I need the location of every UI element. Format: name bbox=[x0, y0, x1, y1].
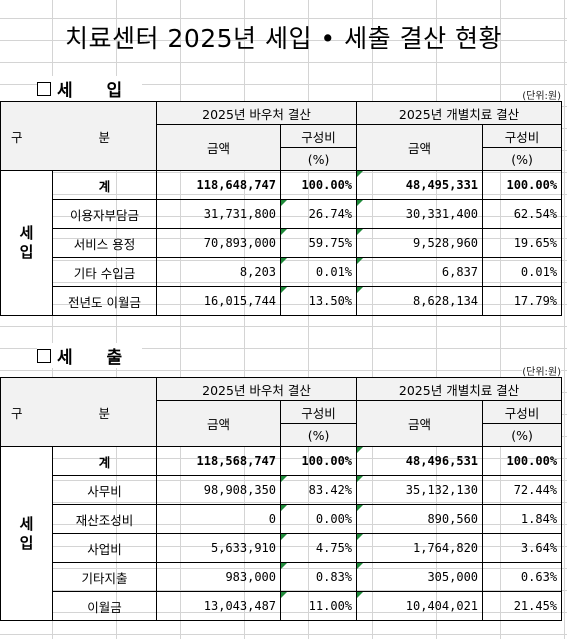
individual-ratio-cell[interactable]: 0.63% bbox=[482, 562, 563, 592]
table-row: 기타지출 983,000 0.83% 305,000 0.63% bbox=[1, 562, 563, 592]
voucher-amount-cell[interactable]: 31,731,800 bbox=[156, 199, 282, 229]
individual-ratio-cell[interactable]: 21.45% bbox=[482, 591, 563, 621]
individual-amount-header[interactable]: 금액 bbox=[356, 400, 484, 447]
voucher-amount-cell[interactable]: 70,893,000 bbox=[156, 228, 282, 258]
voucher-ratio-header[interactable]: 구성비 bbox=[280, 400, 358, 424]
individual-amount-cell[interactable]: 10,404,021 bbox=[356, 591, 484, 621]
table-row: 이용자부담금 31,731,800 26.74% 30,331,400 62.54% bbox=[1, 199, 563, 229]
individual-header[interactable]: 2025년 개별치료 결산 bbox=[356, 101, 563, 125]
total-row: 세 입 계 118,648,747 100.00% 48,495,331 100.00% bbox=[0, 170, 563, 316]
table-row: 기타 수입금 8,203 0.01% 6,837 0.01% bbox=[1, 257, 563, 287]
expense-section-heading: 세 출 bbox=[37, 343, 143, 368]
total-row: 세 입 계 118,568,747 100.00% 48,496,531 100.00% bbox=[0, 446, 563, 621]
row-label[interactable]: 계 bbox=[51, 170, 158, 200]
voucher-ratio-cell[interactable]: 13.50% bbox=[280, 286, 358, 316]
voucher-percent-header[interactable]: (%) bbox=[280, 147, 358, 171]
individual-amount-cell[interactable]: 305,000 bbox=[356, 562, 484, 592]
individual-amount-cell[interactable]: 9,528,960 bbox=[356, 228, 484, 258]
voucher-amount-cell[interactable]: 16,015,744 bbox=[156, 286, 282, 316]
voucher-amount-header[interactable]: 금액 bbox=[156, 124, 282, 171]
individual-ratio-cell[interactable]: 19.65% bbox=[482, 228, 563, 258]
voucher-ratio-cell[interactable]: 59.75% bbox=[280, 228, 358, 258]
table-row: 서비스 용정 70,893,000 59.75% 9,528,960 19.65% bbox=[1, 228, 563, 258]
side-label[interactable]: 세 입 bbox=[0, 170, 53, 316]
income-section-heading: 세 입 bbox=[37, 76, 143, 101]
row-label[interactable]: 전년도 이월금 bbox=[51, 286, 158, 316]
table-row: 사무비 98,908,350 83.42% 35,132,130 72.44% bbox=[1, 475, 563, 505]
voucher-ratio-cell[interactable]: 11.00% bbox=[280, 591, 358, 621]
voucher-ratio-cell[interactable]: 83.42% bbox=[280, 475, 358, 505]
voucher-amount-cell[interactable]: 5,633,910 bbox=[156, 533, 282, 563]
individual-percent-header[interactable]: (%) bbox=[482, 147, 563, 171]
row-label[interactable]: 재산조성비 bbox=[51, 504, 158, 534]
individual-amount-cell[interactable]: 6,837 bbox=[356, 257, 484, 287]
voucher-percent-header[interactable]: (%) bbox=[280, 423, 358, 447]
voucher-amount-cell[interactable]: 8,203 bbox=[156, 257, 282, 287]
page-title: 치료센터 2025년 세입 • 세출 결산 현황 bbox=[64, 24, 503, 53]
voucher-amount-cell[interactable]: 118,568,747 bbox=[156, 446, 282, 476]
row-label[interactable]: 사업비 bbox=[51, 533, 158, 563]
row-label[interactable]: 계 bbox=[51, 446, 158, 476]
income-table: 구 분 2025년 바우처 결산 2025년 개별치료 결산 금액 구성비 금액… bbox=[0, 101, 563, 316]
individual-amount-cell[interactable]: 8,628,134 bbox=[356, 286, 484, 316]
row-label[interactable]: 사무비 bbox=[51, 475, 158, 505]
individual-amount-cell[interactable]: 30,331,400 bbox=[356, 199, 484, 229]
side-label[interactable]: 세 입 bbox=[0, 446, 53, 621]
voucher-header[interactable]: 2025년 바우처 결산 bbox=[156, 377, 358, 401]
voucher-amount-cell[interactable]: 983,000 bbox=[156, 562, 282, 592]
row-label[interactable]: 기타지출 bbox=[51, 562, 158, 592]
row-label[interactable]: 서비스 용정 bbox=[51, 228, 158, 258]
voucher-amount-cell[interactable]: 13,043,487 bbox=[156, 591, 282, 621]
table-row: 전년도 이월금 16,015,744 13.50% 8,628,134 17.79% bbox=[1, 286, 563, 316]
individual-ratio-cell[interactable]: 100.00% bbox=[482, 170, 563, 200]
individual-ratio-cell[interactable]: 0.01% bbox=[482, 257, 563, 287]
voucher-ratio-cell[interactable]: 100.00% bbox=[280, 446, 358, 476]
individual-ratio-header[interactable]: 구성비 bbox=[482, 400, 563, 424]
individual-ratio-cell[interactable]: 62.54% bbox=[482, 199, 563, 229]
individual-amount-cell[interactable]: 48,496,531 bbox=[356, 446, 484, 476]
voucher-ratio-header[interactable]: 구성비 bbox=[280, 124, 358, 148]
voucher-amount-cell[interactable]: 98,908,350 bbox=[156, 475, 282, 505]
voucher-ratio-cell[interactable]: 26.74% bbox=[280, 199, 358, 229]
individual-amount-header[interactable]: 금액 bbox=[356, 124, 484, 171]
individual-ratio-cell[interactable]: 100.00% bbox=[482, 446, 563, 476]
expense-unit-label: (단위:원) bbox=[522, 363, 561, 378]
row-label[interactable]: 이월금 bbox=[51, 591, 158, 621]
voucher-ratio-cell[interactable]: 0.00% bbox=[280, 504, 358, 534]
category-header: 구 분 bbox=[0, 101, 158, 171]
voucher-ratio-cell[interactable]: 0.01% bbox=[280, 257, 358, 287]
expense-table: 구 분 2025년 바우처 결산 2025년 개별치료 결산 금액 구성비 금액… bbox=[0, 377, 563, 621]
income-unit-label: (단위:원) bbox=[522, 87, 561, 102]
individual-ratio-header[interactable]: 구성비 bbox=[482, 124, 563, 148]
individual-amount-cell[interactable]: 48,495,331 bbox=[356, 170, 484, 200]
row-label[interactable]: 이용자부담금 bbox=[51, 199, 158, 229]
individual-ratio-cell[interactable]: 1.84% bbox=[482, 504, 563, 534]
checkbox-icon bbox=[37, 348, 51, 363]
voucher-amount-cell[interactable]: 118,648,747 bbox=[156, 170, 282, 200]
voucher-ratio-cell[interactable]: 4.75% bbox=[280, 533, 358, 563]
individual-header[interactable]: 2025년 개별치료 결산 bbox=[356, 377, 563, 401]
individual-amount-cell[interactable]: 890,560 bbox=[356, 504, 484, 534]
voucher-ratio-cell[interactable]: 0.83% bbox=[280, 562, 358, 592]
voucher-ratio-cell[interactable]: 100.00% bbox=[280, 170, 358, 200]
table-row: 사업비 5,633,910 4.75% 1,764,820 3.64% bbox=[1, 533, 563, 563]
table-row: 재산조성비 0 0.00% 890,560 1.84% bbox=[1, 504, 563, 534]
voucher-amount-header[interactable]: 금액 bbox=[156, 400, 282, 447]
individual-ratio-cell[interactable]: 3.64% bbox=[482, 533, 563, 563]
table-row: 이월금 13,043,487 11.00% 10,404,021 21.45% bbox=[1, 591, 563, 621]
row-label[interactable]: 기타 수입금 bbox=[51, 257, 158, 287]
individual-ratio-cell[interactable]: 72.44% bbox=[482, 475, 563, 505]
category-header: 구 분 bbox=[0, 377, 158, 447]
individual-ratio-cell[interactable]: 17.79% bbox=[482, 286, 563, 316]
individual-percent-header[interactable]: (%) bbox=[482, 423, 563, 447]
voucher-header[interactable]: 2025년 바우처 결산 bbox=[156, 101, 358, 125]
individual-amount-cell[interactable]: 1,764,820 bbox=[356, 533, 484, 563]
voucher-amount-cell[interactable]: 0 bbox=[156, 504, 282, 534]
individual-amount-cell[interactable]: 35,132,130 bbox=[356, 475, 484, 505]
checkbox-icon bbox=[37, 81, 51, 96]
